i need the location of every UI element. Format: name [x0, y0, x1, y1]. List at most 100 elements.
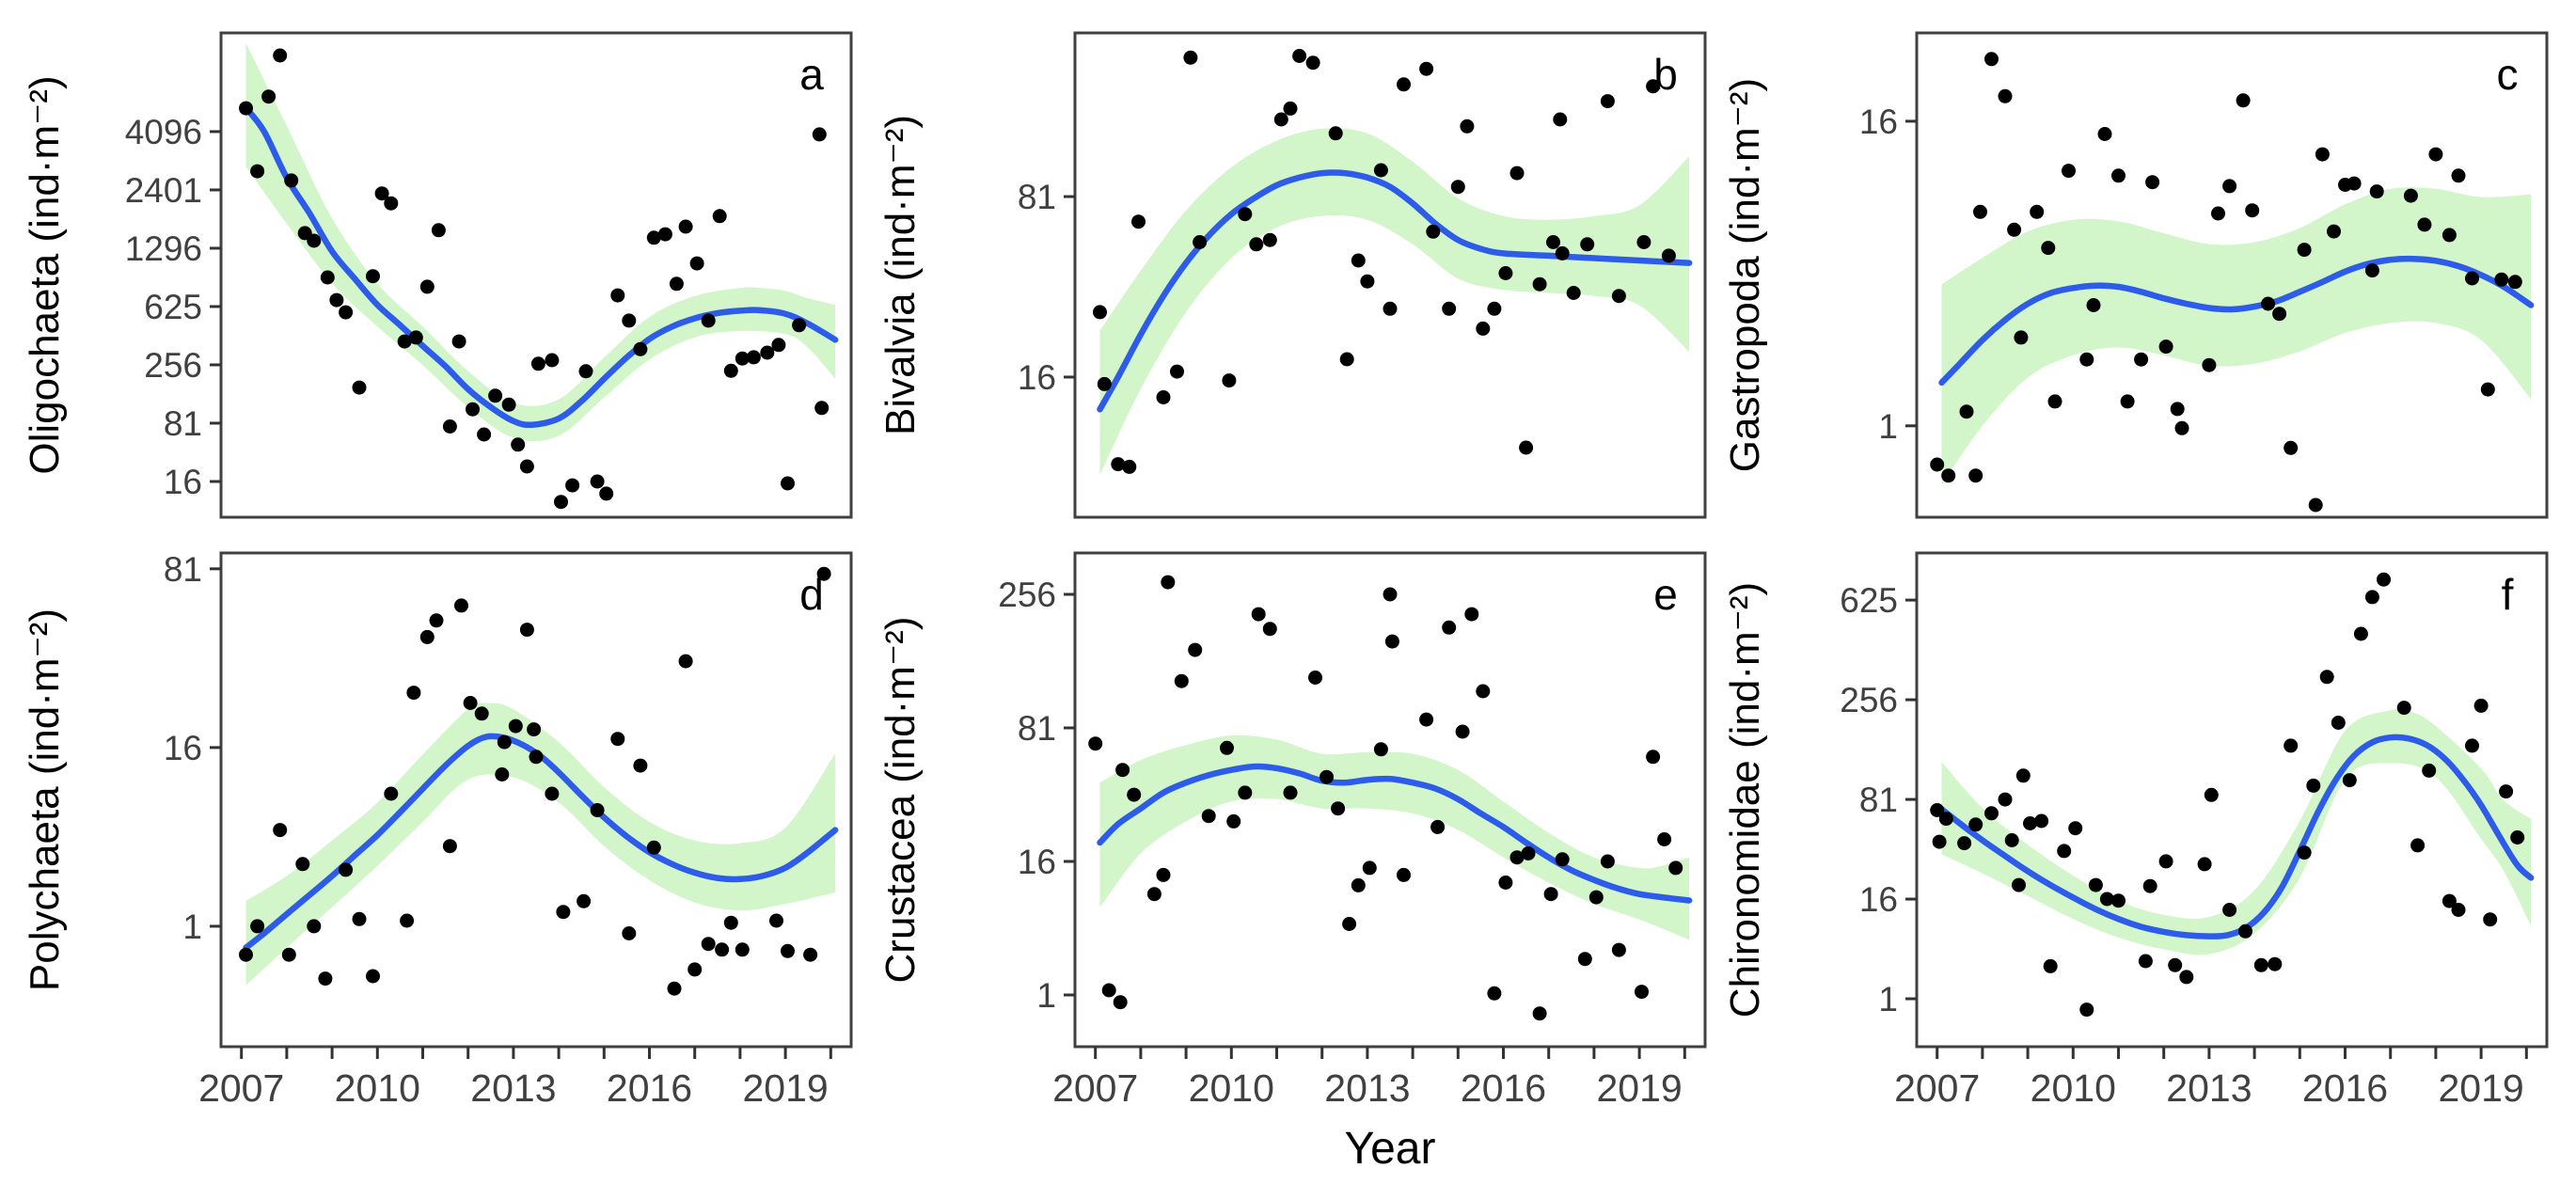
data-point: [590, 803, 605, 817]
data-point: [1476, 684, 1491, 699]
data-point: [723, 363, 738, 378]
data-point: [1342, 917, 1357, 931]
data-point: [318, 971, 333, 987]
data-point: [1543, 887, 1558, 902]
data-point: [250, 164, 265, 179]
data-point: [1600, 854, 1615, 869]
data-point: [2499, 784, 2514, 799]
data-point: [2315, 147, 2330, 162]
data-point: [1532, 276, 1547, 292]
data-point: [2327, 224, 2341, 239]
data-point: [1249, 237, 1264, 252]
data-point: [1146, 887, 1162, 902]
data-point: [1636, 235, 1651, 249]
data-point: [2410, 838, 2426, 853]
confidence-band: [245, 42, 836, 442]
data-point: [1450, 180, 1465, 195]
data-point: [239, 947, 253, 962]
data-point: [1122, 459, 1137, 474]
data-point: [1283, 785, 1298, 800]
data-point: [2138, 954, 2153, 969]
data-point: [384, 786, 399, 801]
data-point: [816, 566, 831, 581]
y-axis-tick-label: 256: [998, 576, 1056, 614]
data-point: [577, 893, 592, 908]
data-point: [2142, 878, 2157, 893]
data-point: [488, 388, 503, 403]
data-point: [545, 786, 560, 801]
y-axis-tick-label: 2401: [125, 171, 202, 210]
data-point: [1088, 736, 1103, 751]
panel-border: [1073, 31, 1707, 519]
data-point: [1115, 763, 1130, 778]
data-point: [812, 127, 827, 142]
x-axis-tick-label: 2019: [742, 1066, 828, 1110]
data-point: [1460, 118, 1475, 134]
data-point: [1555, 245, 1570, 260]
data-point: [771, 338, 786, 353]
y-axis-title: Oligochaeta (ind·m⁻²): [22, 75, 68, 474]
data-point: [284, 173, 299, 188]
data-point: [2174, 420, 2189, 435]
data-point: [2417, 217, 2432, 232]
data-point: [1646, 79, 1661, 94]
confidence-band: [1941, 708, 2532, 955]
data-point: [622, 926, 637, 940]
data-point: [419, 279, 435, 294]
data-point: [687, 962, 703, 977]
data-point: [2170, 402, 2185, 417]
x-axis-tick-label: 2010: [2031, 1066, 2116, 1110]
y-axis-title: Chironomidae (ind·m⁻²): [1722, 582, 1768, 1018]
data-point: [511, 437, 526, 452]
data-point: [374, 186, 389, 201]
data-point: [2238, 924, 2252, 939]
data-point: [1509, 850, 1525, 865]
x-axis-tick-label: 2013: [2166, 1066, 2252, 1110]
data-point: [2068, 821, 2083, 836]
data-point: [1498, 266, 1513, 280]
data-point: [2043, 958, 2058, 973]
data-point: [633, 758, 648, 773]
y-axis-title: Crustacea (ind·m⁻²): [877, 617, 924, 984]
data-point: [2272, 307, 2287, 322]
data-point: [2097, 127, 2112, 141]
data-point: [1430, 819, 1446, 834]
data-point: [1611, 289, 1626, 304]
data-point: [2007, 222, 2022, 237]
trend-line: [1938, 255, 2535, 387]
data-point: [1498, 876, 1513, 890]
data-point: [1373, 163, 1388, 178]
data-point: [2047, 394, 2062, 409]
y-axis-tick-label: 625: [144, 288, 202, 326]
data-point: [565, 478, 580, 493]
data-point: [1455, 724, 1470, 739]
data-point: [2403, 188, 2418, 203]
data-point: [519, 623, 534, 638]
data-point: [501, 397, 516, 412]
data-point: [2004, 833, 2019, 847]
data-point: [2014, 330, 2029, 345]
data-point: [1932, 834, 1947, 849]
confidence-band: [1941, 187, 2532, 485]
data-point: [431, 223, 446, 238]
data-point: [451, 334, 466, 349]
panel-border: [1073, 551, 1707, 1049]
data-point: [1251, 607, 1266, 622]
data-point: [2507, 275, 2522, 290]
data-point: [1360, 274, 1375, 289]
data-point: [1532, 1006, 1547, 1021]
panel-border: [219, 31, 853, 519]
data-point: [406, 686, 421, 701]
data-point: [1097, 376, 1112, 391]
data-point: [1397, 867, 1411, 882]
data-point: [2041, 241, 2056, 256]
y-axis-title: Polychaeta (ind·m⁻²): [22, 608, 68, 991]
data-point: [1930, 457, 1945, 472]
data-point: [1161, 575, 1176, 590]
data-point: [2079, 352, 2094, 367]
data-point: [646, 230, 661, 245]
y-axis-tick-label: 256: [1840, 681, 1898, 719]
data-point: [1546, 235, 1560, 249]
data-point: [2253, 957, 2268, 972]
